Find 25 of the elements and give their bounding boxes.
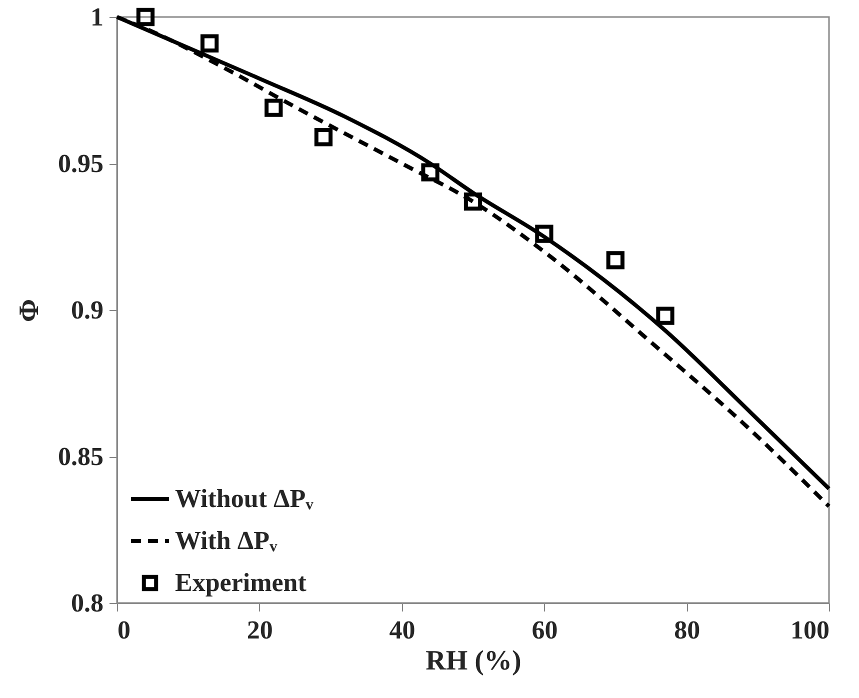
- y-tick-label: 1: [90, 2, 104, 32]
- point: [464, 192, 482, 211]
- x-tick-label: 40: [389, 616, 416, 644]
- x-tick-label: 0: [118, 616, 130, 644]
- y-tick-label: 0.9: [71, 296, 104, 324]
- point: [264, 98, 283, 117]
- legend-label: With ΔPᵥ: [175, 526, 278, 555]
- x-tick-label: 80: [674, 616, 700, 644]
- x-axis-title: RH (%): [426, 646, 522, 676]
- point: [606, 251, 624, 270]
- y-tick-label: 0.95: [58, 149, 104, 178]
- y-tick-label: 0.85: [58, 442, 104, 471]
- point: [535, 224, 554, 243]
- point: [200, 34, 219, 52]
- legend-label: Experiment: [175, 568, 307, 597]
- y-axis-title: Φ: [14, 298, 45, 322]
- point: [421, 163, 440, 182]
- x-tick-label: 100: [790, 616, 830, 644]
- point: [656, 306, 674, 325]
- y-tick-label: 0.8: [71, 588, 104, 618]
- x-tick-label: 60: [532, 616, 558, 644]
- point: [136, 8, 155, 26]
- point: [314, 128, 333, 146]
- x-tick-label: 20: [246, 616, 273, 644]
- legend-label: Without ΔPᵥ: [175, 484, 314, 513]
